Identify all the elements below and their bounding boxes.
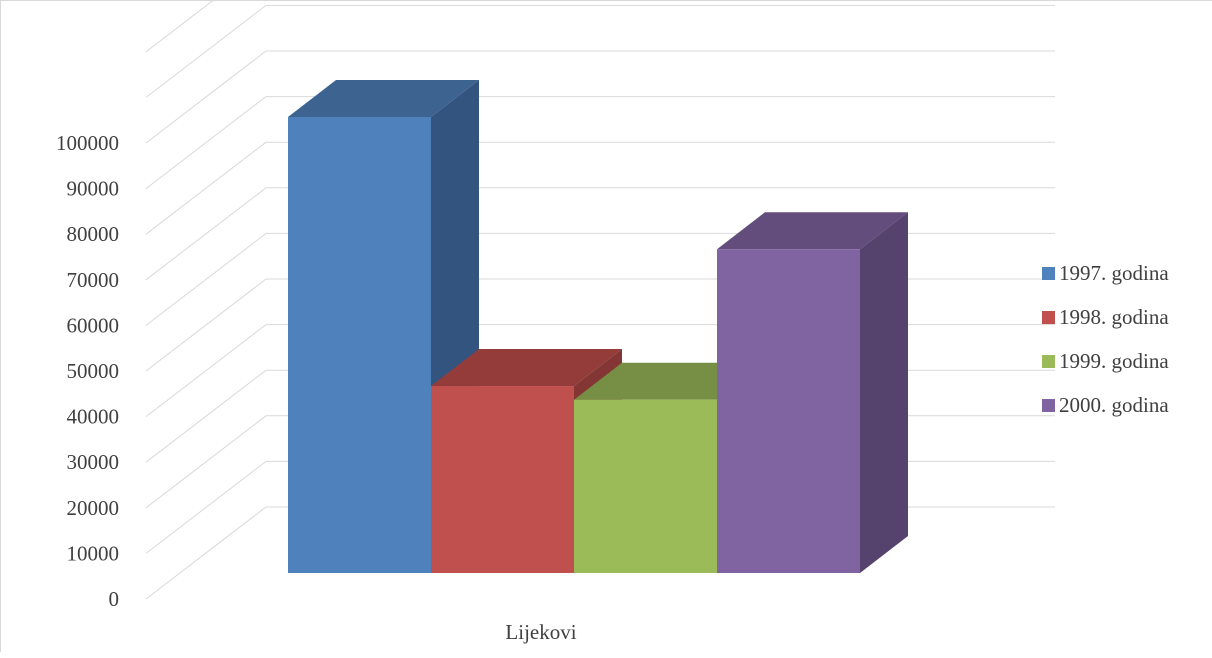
gridline-diagonal <box>145 5 267 98</box>
legend-label: 1999. godina <box>1059 349 1169 373</box>
bars <box>288 80 908 574</box>
legend-swatch <box>1042 311 1055 324</box>
gridline-diagonal <box>145 369 267 463</box>
y-tick-label: 10000 <box>67 541 120 565</box>
bar-front <box>431 386 574 573</box>
bar-front <box>717 249 860 574</box>
y-tick-label: 80000 <box>67 222 120 246</box>
gridline-diagonal <box>145 278 267 372</box>
legend-item: 1997. godina <box>1042 261 1169 285</box>
gridline-diagonal <box>145 506 267 600</box>
y-tick-label: 20000 <box>67 496 120 520</box>
legend-item: 1999. godina <box>1042 349 1169 373</box>
gridline-diagonal <box>145 461 267 554</box>
legend-label: 1997. godina <box>1059 261 1169 285</box>
legend-label: 2000. godina <box>1059 393 1169 417</box>
gridline-diagonal <box>145 324 267 417</box>
y-tick-label: 40000 <box>67 405 120 429</box>
gridline-diagonal <box>145 0 215 53</box>
bar-side <box>860 212 908 574</box>
gridline-diagonal <box>145 415 267 509</box>
bar-top <box>431 349 622 387</box>
gridline-diagonal <box>145 96 267 189</box>
y-tick-label: 0 <box>109 587 120 611</box>
legend-item: 2000. godina <box>1042 393 1169 417</box>
gridline-diagonal <box>145 187 267 281</box>
bar-top <box>288 80 479 117</box>
bar-2000-godina <box>717 212 908 574</box>
bar-front <box>288 117 431 573</box>
legend-swatch <box>1042 267 1055 280</box>
legend-swatch <box>1042 399 1055 412</box>
y-tick-label: 100000 <box>56 131 119 155</box>
y-tick-label: 90000 <box>67 177 120 201</box>
legend-swatch <box>1042 355 1055 368</box>
gridline-diagonal <box>145 50 267 144</box>
y-tick-label: 60000 <box>67 313 120 337</box>
y-tick-label: 30000 <box>67 450 120 474</box>
y-tick-label: 70000 <box>67 268 120 292</box>
y-axis-ticks: 0 10000 20000 30000 40000 50000 60000 70000 8000… <box>56 131 119 611</box>
legend: 1997. godina 1998. godina 1999. godina 2000… <box>1042 261 1169 417</box>
y-tick-label: 50000 <box>67 359 120 383</box>
gridline-diagonal <box>145 233 267 326</box>
legend-label: 1998. godina <box>1059 305 1169 329</box>
x-category-label: Lijekovi <box>505 620 576 644</box>
legend-item: 1998. godina <box>1042 305 1169 329</box>
x-axis-categories: Lijekovi <box>505 620 576 644</box>
bar-top <box>717 212 908 250</box>
bar-front <box>574 399 717 573</box>
gridline-diagonal <box>145 141 267 235</box>
